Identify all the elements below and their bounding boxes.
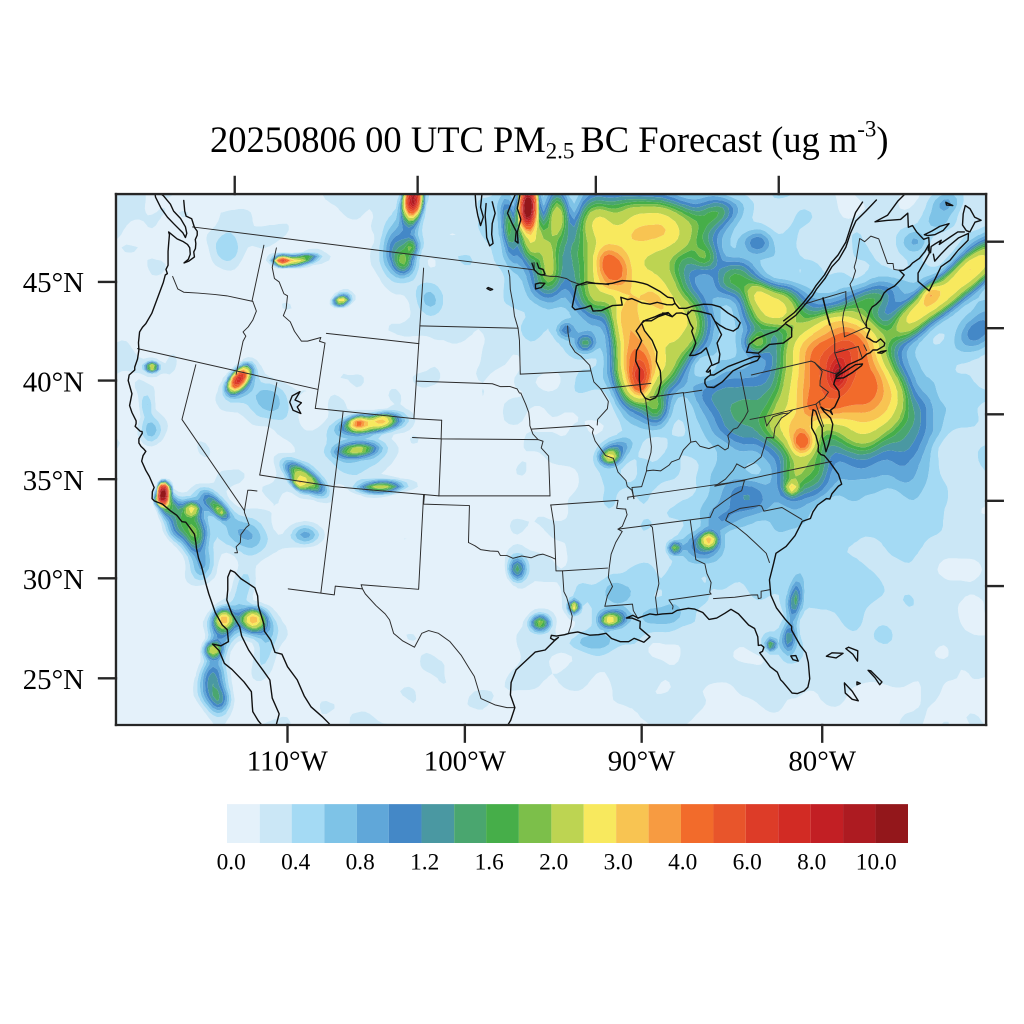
svg-text:45°N: 45°N: [23, 267, 84, 299]
svg-text:0.8: 0.8: [346, 850, 375, 876]
svg-text:8.0: 8.0: [797, 850, 826, 876]
svg-text:10.0: 10.0: [856, 850, 897, 876]
svg-text:80°W: 80°W: [788, 746, 856, 778]
svg-text:35°N: 35°N: [23, 465, 84, 497]
svg-text:BC Forecast (ug m: BC Forecast (ug m: [574, 119, 857, 160]
svg-text:110°W: 110°W: [247, 746, 329, 778]
svg-text:2.0: 2.0: [539, 850, 568, 876]
svg-text:30°N: 30°N: [23, 564, 84, 596]
svg-text:2.5: 2.5: [546, 138, 575, 164]
svg-text:): ): [876, 119, 888, 160]
svg-text:90°W: 90°W: [608, 746, 676, 778]
svg-text:1.2: 1.2: [410, 850, 439, 876]
svg-text:4.0: 4.0: [668, 850, 697, 876]
svg-text:0.4: 0.4: [281, 850, 310, 876]
svg-text:0.0: 0.0: [217, 850, 246, 876]
svg-text:25°N: 25°N: [23, 664, 84, 696]
svg-text:1.6: 1.6: [475, 850, 504, 876]
svg-text:-3: -3: [857, 116, 876, 142]
svg-text:40°N: 40°N: [23, 366, 84, 398]
svg-text:100°W: 100°W: [424, 746, 507, 778]
svg-text:20250806 00 UTC PM: 20250806 00 UTC PM: [210, 119, 546, 160]
svg-text:6.0: 6.0: [733, 850, 762, 876]
svg-text:3.0: 3.0: [604, 850, 633, 876]
